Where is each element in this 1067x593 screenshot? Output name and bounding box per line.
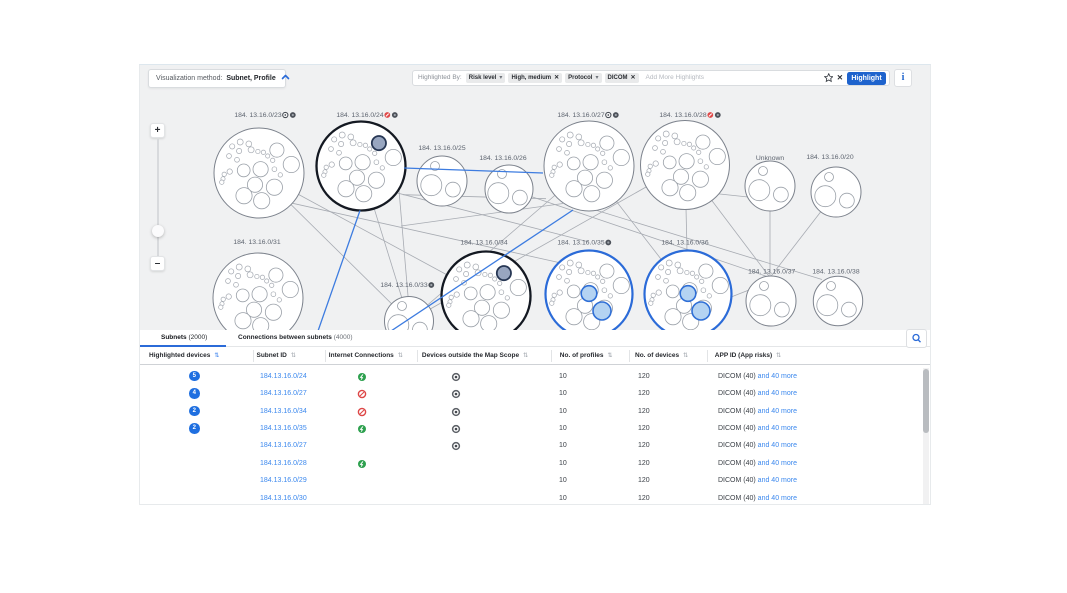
svg-text:184. 13.16.0/34: 184. 13.16.0/34 bbox=[460, 240, 507, 247]
svg-text:Unknown: Unknown bbox=[756, 155, 785, 162]
svg-text:184. 13.16.0/25: 184. 13.16.0/25 bbox=[418, 145, 465, 152]
svg-text:184. 13.16.0/26: 184. 13.16.0/26 bbox=[479, 155, 526, 162]
svg-text:184. 13.16.0/28: 184. 13.16.0/28 bbox=[659, 112, 706, 119]
svg-text:184. 13.16.0/35: 184. 13.16.0/35 bbox=[557, 240, 604, 247]
svg-text:184. 13.16.0/38: 184. 13.16.0/38 bbox=[812, 269, 859, 276]
svg-text:184. 13.16.0/27: 184. 13.16.0/27 bbox=[557, 112, 604, 119]
svg-text:184. 13.16.0/24: 184. 13.16.0/24 bbox=[336, 112, 383, 119]
svg-text:184. 13.16.0/33: 184. 13.16.0/33 bbox=[380, 282, 427, 289]
svg-text:184. 13.16.0/23: 184. 13.16.0/23 bbox=[234, 112, 281, 119]
svg-text:184. 13.16.0/37: 184. 13.16.0/37 bbox=[748, 269, 795, 276]
svg-text:184. 13.16.0/31: 184. 13.16.0/31 bbox=[233, 239, 280, 246]
svg-text:184. 13.16.0/20: 184. 13.16.0/20 bbox=[806, 154, 853, 161]
svg-text:184. 13.16.0/36: 184. 13.16.0/36 bbox=[661, 240, 708, 247]
